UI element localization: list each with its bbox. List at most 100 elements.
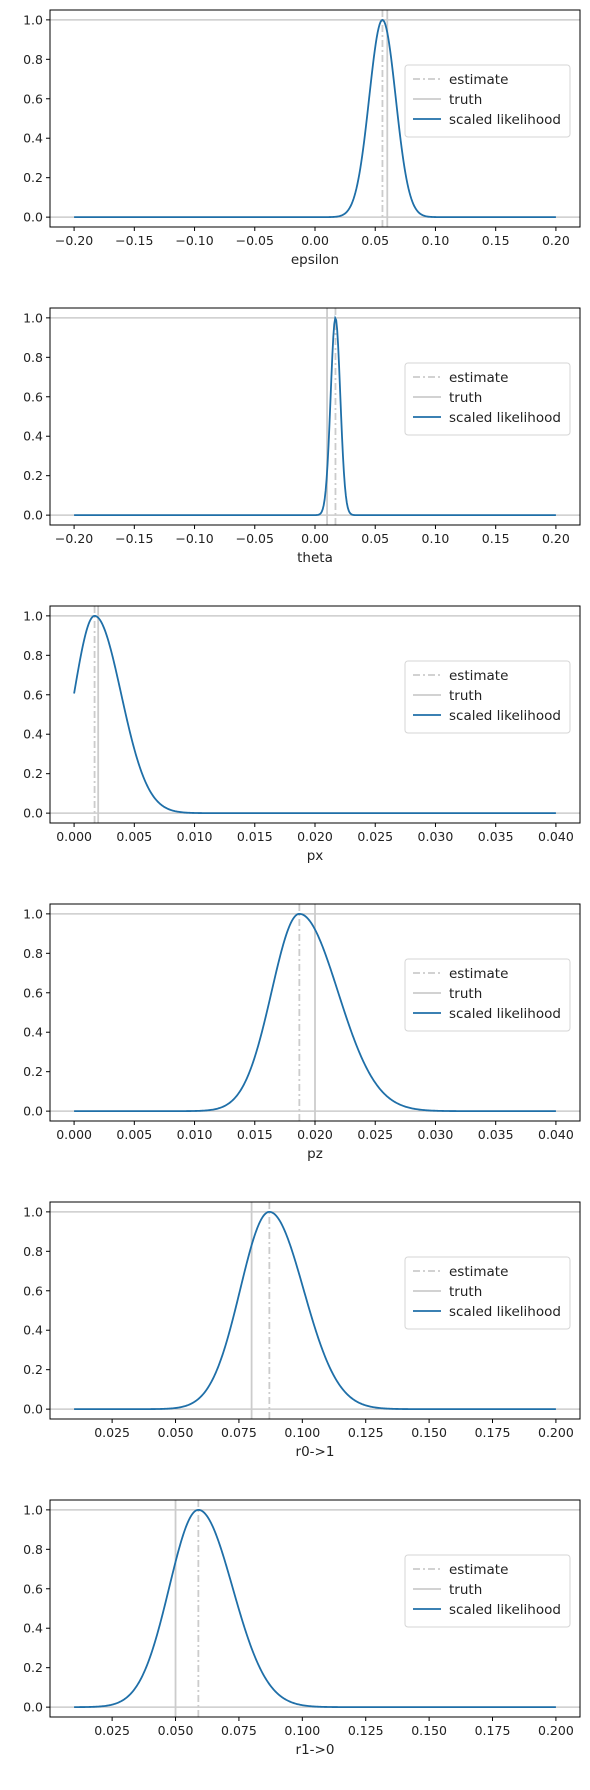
legend: estimate truth scaled likelihood [404, 660, 571, 734]
y-tick-label: 0.6 [23, 985, 43, 1000]
likelihood-curve [74, 18, 556, 219]
x-tick-label: 0.200 [538, 1723, 574, 1738]
x-tick-label: 0.05 [361, 531, 389, 546]
legend-box [404, 660, 571, 734]
chart-5: 0.025 0.050 0.075 0.100 0.125 0.150 0.175 0.200… [23, 1201, 581, 1460]
x-tick-label: 0.040 [538, 1127, 574, 1142]
y-tick-label: 0.0 [23, 1700, 43, 1715]
legend-label-estimate: estimate [449, 668, 508, 684]
x-tick-label: 0.175 [475, 1425, 511, 1440]
x-tick-label: 0.00 [301, 233, 329, 248]
y-tick-label: 0.8 [23, 1244, 43, 1259]
legend-box [404, 1554, 571, 1628]
x-tick-label: 0.15 [482, 233, 510, 248]
x-tick-label: 0.020 [297, 1127, 333, 1142]
axes-frame [49, 1201, 581, 1420]
x-tick-label: 0.100 [284, 1425, 320, 1440]
legend-label-likelihood: scaled likelihood [449, 410, 561, 426]
legend-label-estimate: estimate [449, 966, 508, 982]
y-tick-label: 0.0 [23, 1104, 43, 1119]
y-tick-label: 0.4 [23, 1621, 43, 1636]
x-tick-label: 0.025 [94, 1425, 130, 1440]
legend-label-likelihood: scaled likelihood [449, 708, 561, 724]
y-tick-label: 0.2 [23, 1362, 43, 1377]
x-tick-label: 0.15 [482, 531, 510, 546]
legend-label-truth: truth [449, 92, 482, 108]
y-tick-label: 0.2 [23, 766, 43, 781]
y-tick-label: 0.6 [23, 1283, 43, 1298]
y-tick-label: 0.6 [23, 1581, 43, 1596]
x-axis-label: r0->1 [296, 1444, 335, 1460]
chart-4: 0.000 0.005 0.010 0.015 0.020 0.025 0.030 0.035… [23, 903, 581, 1162]
x-tick-label: 0.030 [418, 829, 454, 844]
x-axis-label: theta [297, 550, 333, 566]
x-tick-label: 0.075 [221, 1425, 257, 1440]
y-tick-label: 0.4 [23, 1323, 43, 1338]
y-tick-label: 0.4 [23, 131, 43, 146]
y-tick-label: 1.0 [23, 906, 43, 921]
x-tick-label: 0.040 [538, 829, 574, 844]
x-tick-label: 0.050 [158, 1723, 194, 1738]
x-tick-label: 0.005 [116, 829, 152, 844]
x-tick-label: −0.10 [175, 233, 213, 248]
x-axis-label: pz [307, 1146, 323, 1162]
y-tick-label: 0.2 [23, 468, 43, 483]
y-tick-label: 0.2 [23, 1660, 43, 1675]
x-tick-label: 0.10 [422, 531, 450, 546]
x-tick-label: 0.035 [478, 1127, 514, 1142]
legend-box [404, 362, 571, 436]
legend-label-truth: truth [449, 1284, 482, 1300]
x-axis-label: px [307, 848, 324, 864]
y-tick-label: 1.0 [23, 310, 43, 325]
x-tick-label: 0.005 [116, 1127, 152, 1142]
x-tick-label: 0.035 [478, 829, 514, 844]
legend-label-estimate: estimate [449, 1264, 508, 1280]
y-tick-label: 0.0 [23, 806, 43, 821]
y-tick-label: 0.4 [23, 1025, 43, 1040]
x-tick-label: −0.05 [236, 233, 274, 248]
x-tick-label: 0.075 [221, 1723, 257, 1738]
x-tick-label: 0.10 [422, 233, 450, 248]
legend-label-likelihood: scaled likelihood [449, 1006, 561, 1022]
y-tick-label: 0.0 [23, 210, 43, 225]
y-tick-label: 1.0 [23, 12, 43, 27]
likelihood-curve [74, 912, 556, 1113]
x-tick-label: 0.20 [542, 233, 570, 248]
chart-1: −0.20 −0.15 −0.10 −0.05 0.00 0.05 0.10 0.15 0.20… [23, 9, 581, 268]
x-tick-label: 0.100 [284, 1723, 320, 1738]
x-tick-label: 0.025 [94, 1723, 130, 1738]
legend-box [404, 64, 571, 138]
x-tick-label: −0.15 [115, 531, 153, 546]
x-tick-label: 0.050 [158, 1425, 194, 1440]
x-tick-label: 0.010 [177, 829, 213, 844]
y-tick-label: 0.0 [23, 1402, 43, 1417]
x-axis-label: r1->0 [296, 1742, 335, 1758]
y-tick-label: 1.0 [23, 1204, 43, 1219]
legend-label-estimate: estimate [449, 370, 508, 386]
x-tick-label: 0.000 [56, 829, 92, 844]
x-tick-label: 0.125 [348, 1723, 384, 1738]
y-tick-label: 0.6 [23, 91, 43, 106]
x-tick-label: −0.20 [55, 531, 93, 546]
legend-label-estimate: estimate [449, 72, 508, 88]
x-tick-label: 0.150 [411, 1723, 447, 1738]
x-tick-label: 0.000 [56, 1127, 92, 1142]
likelihood-curve [73, 614, 556, 815]
chart-2: −0.20 −0.15 −0.10 −0.05 0.00 0.05 0.10 0.15 0.20… [23, 307, 581, 566]
x-tick-label: 0.200 [538, 1425, 574, 1440]
legend-label-likelihood: scaled likelihood [449, 1304, 561, 1320]
legend-label-estimate: estimate [449, 1562, 508, 1578]
legend-label-truth: truth [449, 1582, 482, 1598]
legend-label-truth: truth [449, 688, 482, 704]
legend: estimate truth scaled likelihood [404, 1256, 571, 1330]
legend-label-truth: truth [449, 986, 482, 1002]
legend-box [404, 1256, 571, 1330]
x-tick-label: −0.10 [175, 531, 213, 546]
y-tick-label: 0.6 [23, 687, 43, 702]
chart-6: 0.025 0.050 0.075 0.100 0.125 0.150 0.175 0.200… [23, 1499, 581, 1758]
likelihood-curve [74, 315, 556, 517]
legend: estimate truth scaled likelihood [404, 64, 571, 138]
x-tick-label: −0.15 [115, 233, 153, 248]
chart-3: 0.000 0.005 0.010 0.015 0.020 0.025 0.030 0.035… [23, 605, 581, 864]
